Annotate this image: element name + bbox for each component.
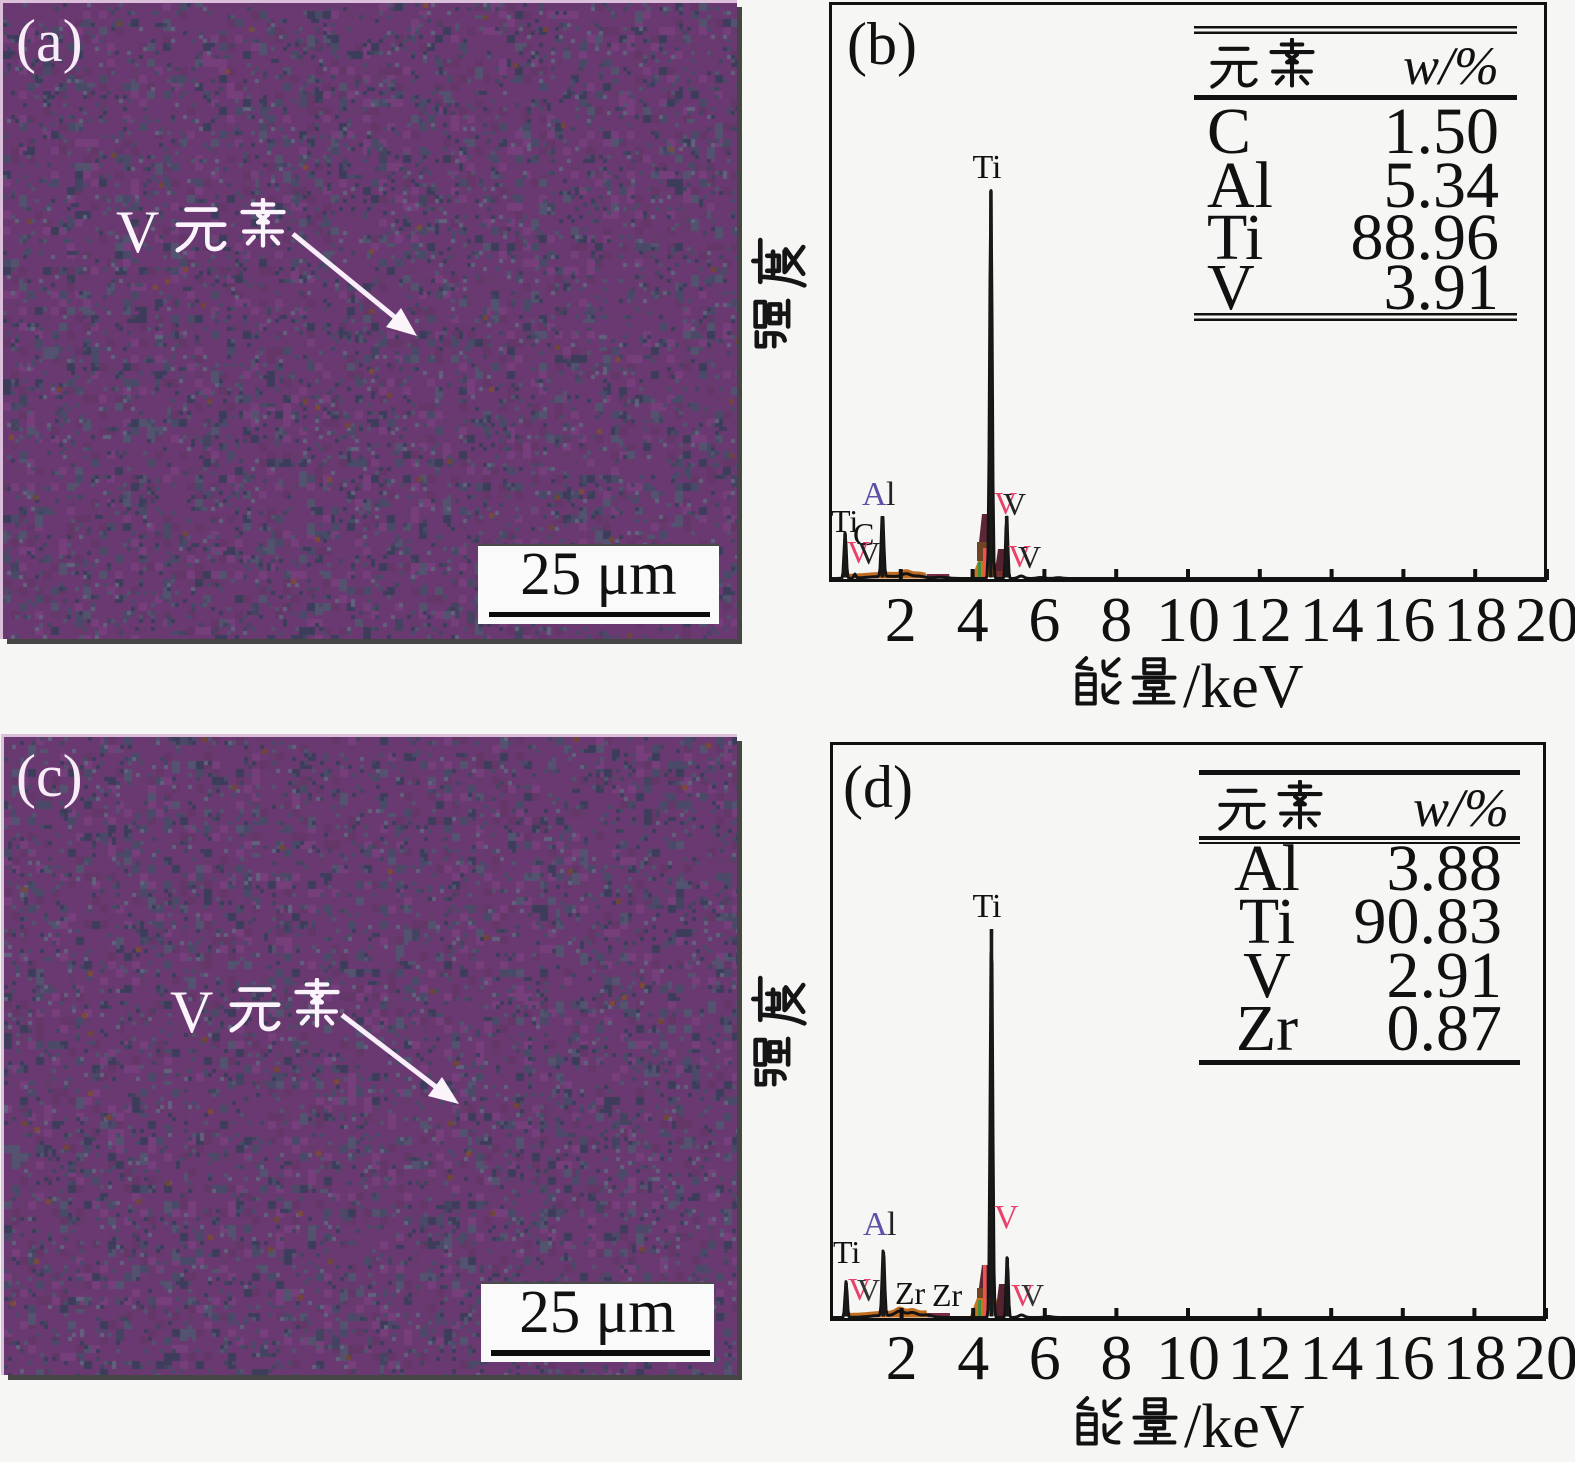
svg-text:(d): (d): [843, 754, 913, 820]
svg-text:10: 10: [1156, 584, 1220, 655]
svg-text:6: 6: [1028, 584, 1060, 655]
svg-text:Ti: Ti: [972, 888, 1001, 925]
svg-text:2: 2: [885, 584, 917, 655]
svg-text:16: 16: [1371, 584, 1435, 655]
svg-text:V: V: [116, 199, 159, 262]
svg-text:w/%: w/%: [1413, 778, 1509, 838]
svg-text:Zr: Zr: [895, 1275, 926, 1311]
svg-text:/keV: /keV: [1183, 653, 1304, 721]
svg-text:V: V: [994, 485, 1017, 521]
svg-text:2.91: 2.91: [1387, 939, 1503, 1012]
svg-text:88.96: 88.96: [1351, 201, 1500, 274]
svg-text:20: 20: [1515, 584, 1575, 655]
svg-text:4: 4: [957, 584, 989, 655]
svg-text:12: 12: [1228, 1322, 1292, 1393]
svg-text:l: l: [887, 1206, 896, 1243]
svg-text:3.88: 3.88: [1387, 832, 1503, 905]
svg-text:V: V: [1003, 486, 1026, 522]
svg-text:10: 10: [1156, 1322, 1220, 1393]
svg-text:C: C: [1207, 95, 1251, 168]
svg-text:6: 6: [1029, 1322, 1061, 1393]
svg-text:3.91: 3.91: [1384, 251, 1500, 324]
svg-text:18: 18: [1443, 584, 1507, 655]
svg-text:14: 14: [1299, 1322, 1363, 1393]
svg-text:12: 12: [1228, 584, 1292, 655]
svg-text:1.50: 1.50: [1384, 95, 1500, 168]
svg-text:w/%: w/%: [1403, 36, 1499, 96]
svg-text:Ti: Ti: [833, 1234, 860, 1270]
svg-text:(a): (a): [16, 8, 83, 74]
svg-text:A: A: [862, 476, 887, 513]
svg-text:A: A: [863, 1206, 888, 1243]
svg-text:V: V: [1243, 939, 1291, 1012]
svg-text:Al: Al: [1234, 832, 1300, 905]
svg-text:16: 16: [1371, 1322, 1435, 1393]
svg-text:V: V: [170, 979, 213, 1042]
svg-text:8: 8: [1100, 584, 1132, 655]
svg-text:Zr: Zr: [932, 1277, 963, 1313]
svg-text:4: 4: [957, 1322, 989, 1393]
svg-text:C: C: [853, 516, 874, 552]
svg-text:l: l: [886, 476, 895, 513]
svg-text:8: 8: [1100, 1322, 1132, 1393]
svg-text:2: 2: [886, 1322, 918, 1393]
svg-text:V: V: [1021, 1277, 1044, 1313]
svg-text:(b): (b): [847, 11, 917, 77]
svg-text:V: V: [857, 1272, 880, 1308]
svg-text:V: V: [994, 1199, 1019, 1236]
svg-text:V: V: [1018, 539, 1041, 575]
svg-text:20: 20: [1514, 1322, 1575, 1393]
svg-text:/keV: /keV: [1184, 1393, 1305, 1461]
svg-text:V: V: [1011, 1277, 1034, 1313]
svg-text:0.87: 0.87: [1387, 992, 1503, 1065]
svg-text:14: 14: [1300, 584, 1364, 655]
svg-text:V: V: [848, 1271, 871, 1307]
svg-text:Ti: Ti: [831, 503, 858, 539]
svg-text:90.83: 90.83: [1354, 885, 1503, 958]
svg-text:V: V: [847, 534, 870, 570]
svg-text:V: V: [857, 535, 880, 571]
svg-text:Ti: Ti: [1207, 201, 1263, 274]
svg-text:18: 18: [1442, 1322, 1506, 1393]
svg-text:Ti: Ti: [972, 149, 1001, 186]
svg-text:5.34: 5.34: [1384, 149, 1500, 222]
svg-text:V: V: [1207, 251, 1255, 324]
svg-text:(c): (c): [16, 743, 83, 809]
svg-text:V: V: [1008, 538, 1031, 574]
svg-text:Ti: Ti: [1239, 885, 1295, 958]
svg-text:Al: Al: [1207, 149, 1273, 222]
svg-text:Zr: Zr: [1236, 992, 1298, 1065]
